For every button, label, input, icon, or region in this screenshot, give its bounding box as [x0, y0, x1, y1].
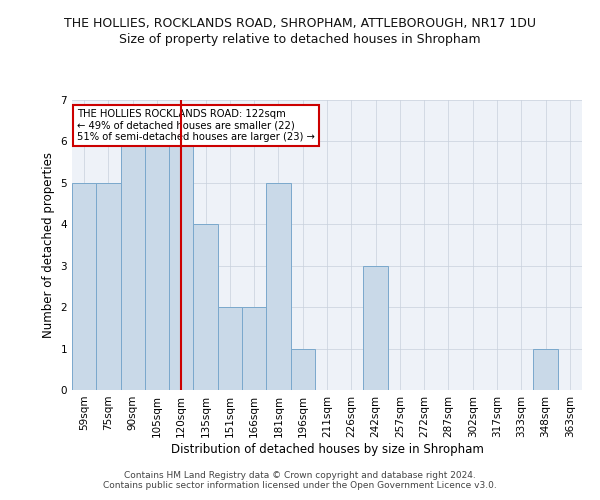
- Text: Contains HM Land Registry data © Crown copyright and database right 2024.
Contai: Contains HM Land Registry data © Crown c…: [103, 470, 497, 490]
- Bar: [242, 307, 266, 390]
- Bar: [121, 142, 145, 390]
- Bar: [364, 266, 388, 390]
- Bar: [169, 142, 193, 390]
- Bar: [145, 142, 169, 390]
- Bar: [533, 348, 558, 390]
- Text: THE HOLLIES, ROCKLANDS ROAD, SHROPHAM, ATTLEBOROUGH, NR17 1DU: THE HOLLIES, ROCKLANDS ROAD, SHROPHAM, A…: [64, 18, 536, 30]
- Y-axis label: Number of detached properties: Number of detached properties: [42, 152, 55, 338]
- Bar: [290, 348, 315, 390]
- X-axis label: Distribution of detached houses by size in Shropham: Distribution of detached houses by size …: [170, 442, 484, 456]
- Bar: [193, 224, 218, 390]
- Bar: [72, 183, 96, 390]
- Text: THE HOLLIES ROCKLANDS ROAD: 122sqm
← 49% of detached houses are smaller (22)
51%: THE HOLLIES ROCKLANDS ROAD: 122sqm ← 49%…: [77, 108, 315, 142]
- Bar: [96, 183, 121, 390]
- Bar: [218, 307, 242, 390]
- Bar: [266, 183, 290, 390]
- Text: Size of property relative to detached houses in Shropham: Size of property relative to detached ho…: [119, 32, 481, 46]
